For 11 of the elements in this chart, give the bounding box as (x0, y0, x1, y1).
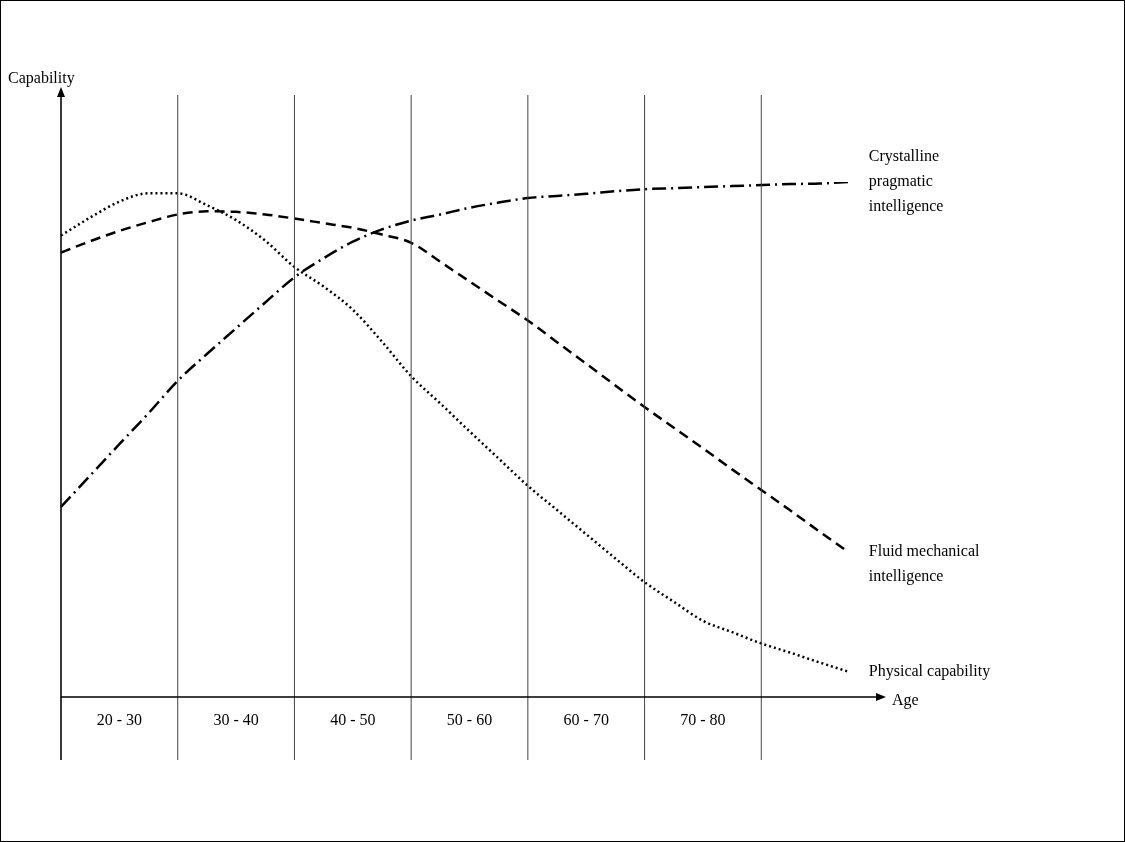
x-tick-label: 20 - 30 (96, 710, 143, 728)
series-label: Physical capability (868, 661, 991, 680)
series-label: Crystalline pragmatic intelligence (868, 147, 944, 216)
series-label: Fluid mechanical intelligence (868, 541, 981, 585)
x-tick-label: 30 - 40 (213, 710, 259, 728)
x-tick-label: 70 - 80 (680, 710, 726, 728)
x-axis-title: Age (892, 691, 919, 710)
x-tick-label: 40 - 50 (330, 710, 376, 728)
x-tick-label: 60 - 70 (563, 710, 609, 728)
x-tick-label: 50 - 60 (446, 710, 493, 728)
text: Capability (8, 69, 75, 87)
